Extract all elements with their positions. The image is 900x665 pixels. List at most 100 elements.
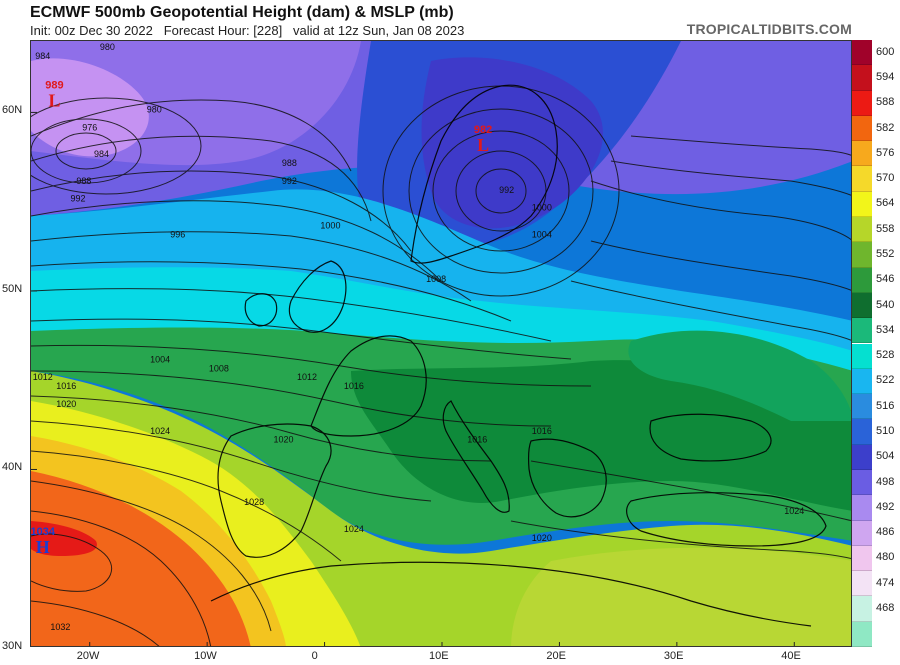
brand-watermark[interactable]: TROPICALTIDBITS.COM	[686, 21, 852, 37]
legend-label: 492	[876, 500, 895, 513]
legend-swatch	[852, 65, 872, 91]
isobar-label: 980	[100, 42, 115, 52]
lon-tick-label: 30E	[663, 650, 684, 662]
isobar-label: 984	[35, 51, 50, 61]
legend-label: 594	[876, 70, 895, 83]
legend-label: 552	[876, 247, 895, 260]
forecast-map[interactable]: 9849809809809769849889929969889921000100…	[30, 40, 852, 647]
height-region-546b	[628, 330, 851, 421]
isobar-label: 1012	[33, 372, 53, 382]
legend-label: 498	[876, 475, 895, 488]
legend-label: 570	[876, 172, 895, 185]
low-pressure-symbol: L	[477, 135, 489, 155]
isobar-label: 984	[94, 149, 109, 159]
legend-label: 504	[876, 450, 895, 463]
isobar-label: 1024	[150, 426, 170, 436]
isobar-label: 1008	[209, 363, 229, 373]
legend-swatch	[852, 292, 872, 319]
isobar-label: 988	[282, 158, 297, 168]
legend-swatch	[852, 242, 872, 268]
legend-label: 522	[876, 374, 895, 387]
isobar-label: 1008	[426, 274, 446, 284]
isobar-label: 996	[170, 229, 185, 239]
height-region-582	[31, 471, 251, 646]
isobar-label: 992	[70, 194, 85, 204]
legend-label: 546	[876, 273, 895, 286]
height-region-504	[421, 57, 603, 229]
map-canvas: 9849809809809769849889929969889921000100…	[31, 41, 851, 646]
legend-label: 534	[876, 323, 895, 336]
isobar-label: 1024	[344, 524, 364, 534]
color-legend: 600 594 588 582 576 570 564 558 552 546 540 534 528 5…	[852, 40, 900, 647]
legend-swatch	[852, 191, 872, 218]
legend-label: 600	[876, 45, 895, 58]
isobar-label: 1004	[150, 354, 170, 364]
legend-label: 558	[876, 222, 895, 235]
isobar-label: 1024	[784, 506, 804, 516]
lat-tick-label: 50N	[2, 282, 23, 295]
isobar-label: 1020	[532, 533, 552, 543]
isobar-contours	[31, 85, 851, 646]
isobar-label: 1016	[344, 381, 364, 391]
legend-label: 540	[876, 298, 895, 311]
legend-swatch	[852, 444, 872, 470]
isobar-label: 1016	[467, 435, 487, 445]
isobar-label: 992	[499, 185, 514, 195]
legend-label: 516	[876, 399, 895, 412]
isobar-label: 1000	[320, 220, 340, 230]
legend-swatch	[852, 90, 872, 116]
height-region-588	[31, 521, 97, 556]
low-pressure-symbol: L	[48, 91, 60, 111]
isobar-label: 980	[147, 104, 162, 114]
legend-swatch	[852, 318, 872, 344]
isobar-label: 976	[82, 122, 97, 132]
height-region-486	[31, 58, 149, 157]
map-title: ECMWF 500mb Geopotential Height (dam) & …	[30, 4, 454, 21]
legend-swatch	[852, 495, 872, 521]
legend-swatch	[852, 166, 872, 192]
legend-label: 474	[876, 576, 895, 589]
legend-swatch	[852, 394, 872, 420]
legend-swatch	[852, 596, 872, 622]
legend-swatch	[852, 419, 872, 445]
lon-tick-label: 20E	[546, 650, 566, 662]
isobar-label: 988	[76, 176, 91, 186]
height-region-546	[351, 360, 851, 511]
legend-swatch	[852, 520, 872, 546]
legend-label: 588	[876, 96, 895, 109]
legend-label: 486	[876, 526, 895, 539]
isobar-label: 1016	[532, 426, 552, 436]
high-pressure-value: 1034	[31, 526, 56, 538]
legend-swatch	[852, 469, 872, 496]
lat-tick-label: 60N	[2, 104, 23, 117]
legend-label: 582	[876, 121, 895, 134]
isobar-label: 1020	[56, 399, 76, 409]
legend-label: 576	[876, 146, 895, 159]
legend-label: 528	[876, 349, 895, 362]
legend-label: 468	[876, 602, 895, 615]
legend-swatch	[852, 545, 872, 572]
height-field	[31, 41, 851, 646]
isobar-label: 1016	[56, 381, 76, 391]
isobar-label: 1000	[532, 203, 552, 213]
legend-swatch	[852, 141, 872, 167]
legend-swatch	[852, 217, 872, 243]
isobar-label: 1004	[532, 229, 552, 239]
isobar-label: 1028	[244, 497, 264, 507]
legend-swatch	[852, 368, 872, 395]
lon-tick-label: 10E	[429, 650, 449, 662]
isobar-label: 992	[282, 176, 297, 186]
legend-swatch	[852, 40, 872, 66]
lon-tick-label: 0	[311, 650, 318, 662]
lon-tick-label: 40E	[781, 650, 801, 662]
legend-swatch	[852, 571, 872, 597]
graticule-ticks	[31, 111, 795, 646]
isobar-label: 1032	[50, 622, 70, 632]
isobar-labels: 9849809809809769849889929969889921000100…	[33, 42, 805, 632]
low-pressure-value: 982	[474, 124, 492, 136]
isobar-label: 1012	[297, 372, 317, 382]
legend-swatch	[852, 621, 872, 647]
coastlines	[210, 84, 827, 627]
